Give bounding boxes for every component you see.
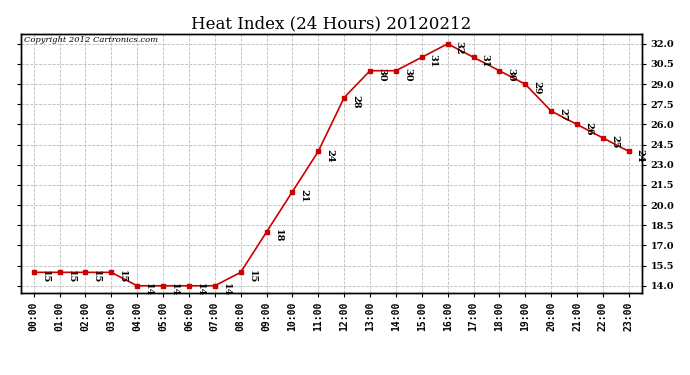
Title: Heat Index (24 Hours) 20120212: Heat Index (24 Hours) 20120212 — [191, 15, 471, 32]
Text: 14: 14 — [196, 283, 205, 296]
Text: 27: 27 — [558, 108, 567, 122]
Text: 24: 24 — [325, 148, 334, 162]
Text: 30: 30 — [403, 68, 412, 81]
Text: 15: 15 — [248, 270, 257, 283]
Text: 24: 24 — [635, 148, 644, 162]
Text: 14: 14 — [144, 283, 153, 296]
Text: 15: 15 — [92, 270, 101, 283]
Text: 15: 15 — [41, 270, 50, 283]
Text: 15: 15 — [66, 270, 75, 283]
Text: 14: 14 — [170, 283, 179, 296]
Text: 28: 28 — [351, 95, 360, 108]
Text: 30: 30 — [506, 68, 515, 81]
Text: 32: 32 — [455, 41, 464, 54]
Text: 18: 18 — [273, 229, 282, 243]
Text: 30: 30 — [377, 68, 386, 81]
Text: 14: 14 — [221, 283, 230, 296]
Text: 26: 26 — [584, 122, 593, 135]
Text: 15: 15 — [118, 270, 127, 283]
Text: 21: 21 — [299, 189, 308, 202]
Text: 29: 29 — [532, 81, 541, 95]
Text: 31: 31 — [428, 54, 437, 68]
Text: 31: 31 — [480, 54, 489, 68]
Text: 25: 25 — [610, 135, 619, 148]
Text: Copyright 2012 Cartronics.com: Copyright 2012 Cartronics.com — [23, 36, 158, 44]
